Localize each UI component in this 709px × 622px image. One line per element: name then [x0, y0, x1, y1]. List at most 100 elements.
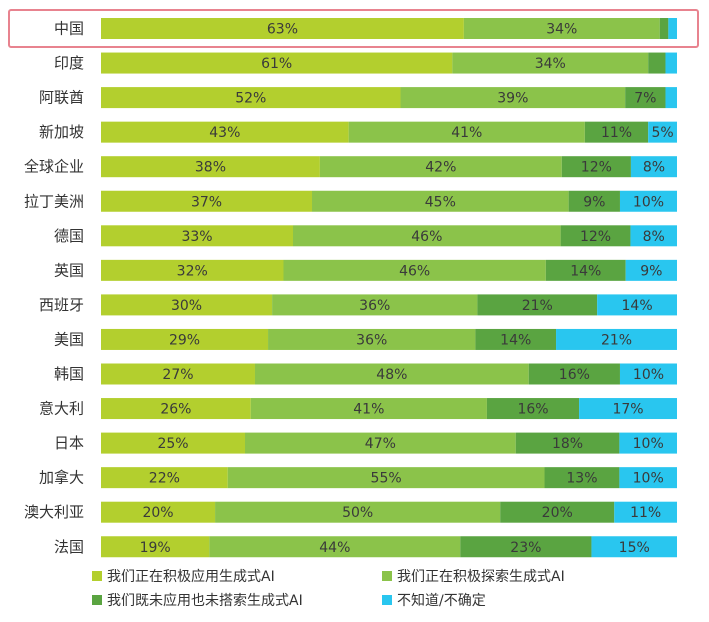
data-label: 14%: [622, 298, 653, 314]
bar-segment: [614, 501, 677, 523]
bar-segment: [619, 190, 677, 212]
data-label: 10%: [633, 436, 664, 452]
data-label: 34%: [535, 56, 566, 72]
legend-item-unsure: 不知道/不确定: [382, 590, 486, 610]
legend: 我们正在积极应用生成式AI 我们正在积极探索生成式AI 我们既未应用也未搭索生成…: [92, 566, 692, 616]
bar-segment: [101, 18, 464, 39]
legend-swatch-unsure: [382, 595, 392, 605]
data-label: 16%: [559, 367, 590, 383]
data-label: 38%: [195, 160, 226, 176]
data-label: 12%: [580, 229, 611, 245]
legend-label-active-use: 我们正在积极应用生成式AI: [107, 569, 275, 585]
data-label: 5%: [651, 125, 673, 141]
bar-segment: [227, 467, 545, 489]
data-label: 26%: [160, 402, 191, 418]
bar-segment: [648, 121, 677, 143]
data-label: 20%: [542, 505, 573, 521]
bar-segment: [101, 259, 284, 281]
legend-item-active-use: 我们正在积极应用生成式AI: [92, 566, 275, 586]
data-label: 36%: [356, 332, 387, 348]
bar-segment: [584, 121, 649, 143]
bar-segment: [597, 294, 677, 316]
data-label: 8%: [643, 229, 665, 245]
data-label: 47%: [365, 436, 396, 452]
bar-segment: [101, 398, 251, 420]
bar-segment: [579, 398, 677, 420]
data-label: 14%: [500, 332, 531, 348]
data-label: 20%: [142, 505, 173, 521]
legend-label-neither: 我们既未应用也未搭索生成式AI: [107, 593, 303, 609]
bar-segment: [101, 121, 349, 143]
legend-swatch-exploring: [382, 571, 392, 581]
bar-segment: [619, 432, 677, 454]
category-label: 拉丁美洲: [24, 192, 84, 210]
data-label: 22%: [149, 471, 180, 487]
bar-segment: [545, 259, 626, 281]
bar-segment: [348, 121, 585, 143]
data-label: 19%: [140, 540, 171, 556]
category-label: 日本: [54, 434, 84, 452]
category-label: 美国: [54, 330, 84, 348]
data-label: 11%: [630, 505, 661, 521]
data-label: 30%: [171, 298, 202, 314]
bar-segment: [560, 225, 631, 247]
category-label: 德国: [54, 227, 84, 245]
bar-segment: [460, 536, 592, 558]
data-label: 27%: [162, 367, 193, 383]
bar-segment: [272, 294, 478, 316]
bar-segment: [101, 225, 293, 247]
bar-segment: [659, 18, 669, 39]
bar-segment: [561, 156, 631, 178]
data-label: 52%: [235, 91, 266, 107]
bar-segment: [528, 363, 620, 385]
data-label: 15%: [619, 540, 650, 556]
data-label: 41%: [451, 125, 482, 141]
data-label: 21%: [522, 298, 553, 314]
bar-segment: [400, 87, 626, 109]
bar-segment: [556, 328, 677, 350]
data-label: 9%: [583, 194, 605, 210]
bar-segment: [101, 52, 453, 74]
bar-segment: [625, 87, 666, 109]
legend-label-exploring: 我们正在积极探索生成式AI: [397, 569, 565, 585]
category-label: 印度: [54, 54, 84, 72]
bar-segment: [101, 536, 210, 558]
data-label: 16%: [517, 402, 548, 418]
bar-segment: [619, 467, 677, 489]
data-label: 32%: [177, 263, 208, 279]
bar-segment: [101, 467, 228, 489]
bar-segment: [500, 501, 615, 523]
bar-segment: [101, 87, 401, 109]
bar-segment: [630, 156, 677, 178]
data-label: 23%: [510, 540, 541, 556]
data-label: 55%: [371, 471, 402, 487]
data-label: 61%: [261, 56, 292, 72]
bar-segment: [254, 363, 529, 385]
data-label: 10%: [633, 471, 664, 487]
data-label: 37%: [191, 194, 222, 210]
data-label: 39%: [497, 91, 528, 107]
bar-segment: [477, 294, 598, 316]
data-label: 7%: [634, 91, 656, 107]
bar-segment: [648, 52, 666, 74]
bar-segment: [463, 18, 660, 39]
category-label: 英国: [54, 261, 84, 279]
bar-segment: [591, 536, 677, 558]
category-label: 法国: [54, 538, 84, 556]
legend-swatch-active-use: [92, 571, 102, 581]
bar-segment: [452, 52, 649, 74]
data-label: 8%: [643, 160, 665, 176]
bar-segment: [101, 363, 255, 385]
bar-segment: [486, 398, 580, 420]
legend-item-neither: 我们既未应用也未搭索生成式AI: [92, 590, 303, 610]
bar-segment: [475, 328, 557, 350]
category-label: 加拿大: [39, 469, 84, 487]
category-label: 澳大利亚: [24, 503, 84, 521]
highlight-frame: [8, 9, 699, 48]
data-label: 46%: [399, 263, 430, 279]
bar-segment: [293, 225, 561, 247]
bar-segment: [209, 536, 461, 558]
category-label: 西班牙: [39, 296, 84, 314]
data-label: 13%: [566, 471, 597, 487]
data-label: 10%: [633, 367, 664, 383]
